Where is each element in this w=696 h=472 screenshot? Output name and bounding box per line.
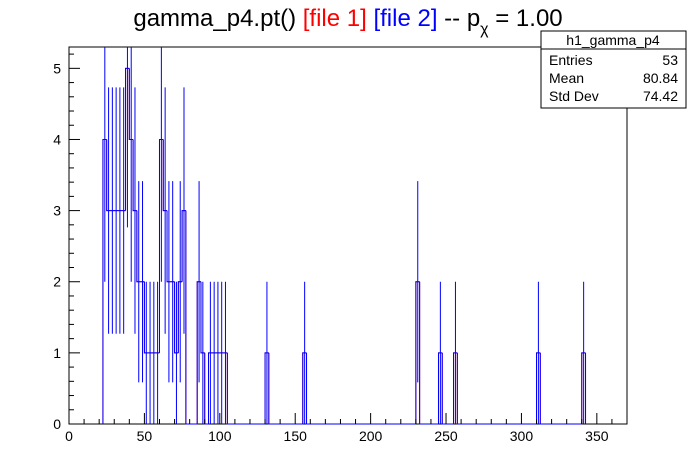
- title-part-4: -- p: [438, 5, 481, 32]
- chart-title: gamma_p4.pt() [file 1] [file 2] -- pχ = …: [133, 5, 562, 38]
- x-tick-label: 150: [284, 428, 308, 444]
- stats-mean-value: 80.84: [643, 70, 678, 86]
- title-part-0: gamma_p4.pt(): [133, 5, 302, 32]
- x-tick-label: 100: [208, 428, 232, 444]
- stats-box-title: h1_gamma_p4: [566, 32, 660, 48]
- x-tick-label: 350: [585, 428, 609, 444]
- error-bars: [104, 47, 585, 424]
- stats-box: h1_gamma_p4 Entries 53 Mean 80.84 Std De…: [540, 30, 687, 109]
- stats-mean-label: Mean: [549, 70, 584, 86]
- y-axis: 0 1 2 3 4 5: [53, 53, 80, 432]
- y-tick-label: 0: [53, 416, 61, 432]
- y-tick-label: 1: [53, 345, 61, 361]
- title-part-2: [367, 5, 374, 32]
- x-tick-label: 200: [359, 428, 383, 444]
- y-tick-label: 4: [53, 131, 61, 147]
- x-tick-label: 0: [65, 428, 73, 444]
- stats-box-frame: [540, 30, 687, 109]
- title-part-1: [file 1]: [303, 5, 367, 32]
- title-tail: = 1.00: [489, 5, 563, 32]
- stats-stddev-value: 74.42: [643, 88, 678, 104]
- stats-stddev-label: Std Dev: [549, 88, 599, 104]
- y-tick-label: 5: [53, 60, 61, 76]
- title-subscript: χ: [480, 21, 489, 38]
- title-part-3: [file 2]: [373, 5, 437, 32]
- stats-entries-value: 53: [662, 52, 678, 68]
- y-tick-label: 3: [53, 203, 61, 219]
- x-tick-label: 250: [434, 428, 458, 444]
- x-tick-label: 300: [510, 428, 534, 444]
- stats-entries-label: Entries: [549, 52, 593, 68]
- x-tick-label: 50: [137, 428, 153, 444]
- x-axis: 0 50 100 150 200 250 300 350: [65, 413, 628, 444]
- y-tick-label: 2: [53, 274, 61, 290]
